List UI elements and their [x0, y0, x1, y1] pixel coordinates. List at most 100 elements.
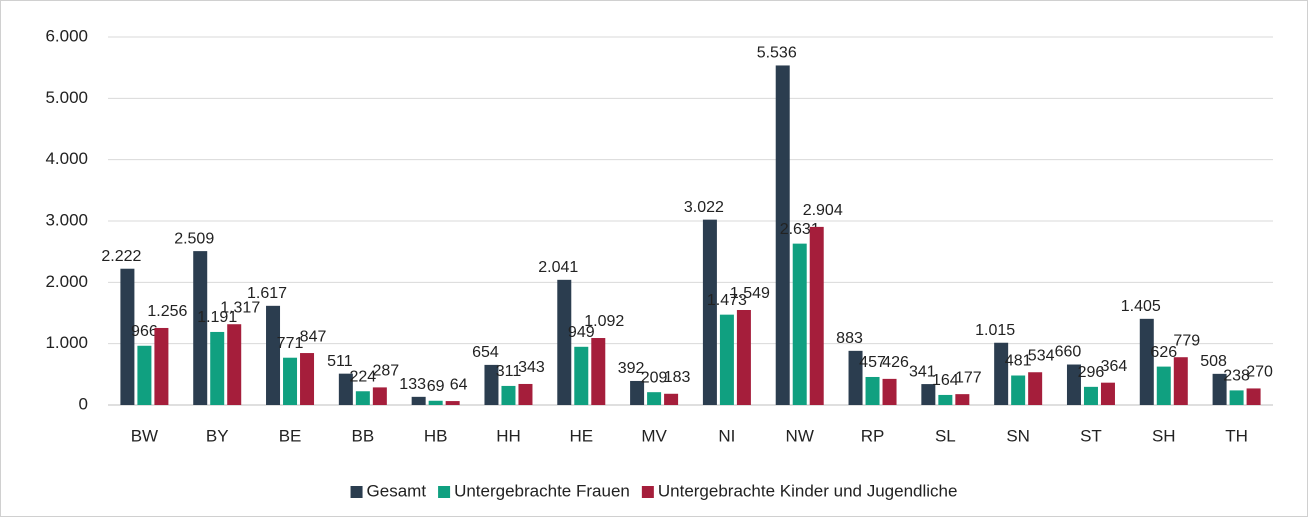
data-label: 224 [349, 368, 376, 385]
data-label: 1.549 [730, 285, 770, 302]
bar [664, 393, 679, 405]
x-tick-label: ST [1080, 426, 1102, 445]
data-label: 164 [932, 372, 959, 389]
bar [1066, 364, 1081, 405]
bar [372, 387, 387, 405]
bar [736, 309, 751, 405]
data-label: 238 [1223, 368, 1250, 385]
x-tick-label: BW [131, 426, 158, 445]
bar [484, 364, 499, 405]
data-label: 1.405 [1121, 298, 1161, 315]
data-label: 771 [277, 335, 304, 352]
y-tick-label: 4.000 [45, 149, 88, 168]
bar [938, 394, 953, 405]
data-label: 183 [664, 369, 691, 386]
bar [300, 353, 315, 405]
bar [193, 251, 208, 405]
data-label: 626 [1150, 344, 1177, 361]
bar [1011, 375, 1026, 405]
data-label: 1.617 [247, 285, 287, 302]
data-label: 534 [1028, 347, 1055, 364]
bar [792, 243, 807, 405]
x-tick-label: HE [569, 426, 593, 445]
data-label: 296 [1078, 364, 1105, 381]
bar [1156, 366, 1171, 405]
bar [210, 331, 225, 405]
data-label: 2.222 [101, 248, 141, 265]
x-tick-label: NW [786, 426, 814, 445]
bar [809, 226, 824, 405]
x-tick-label: MV [641, 426, 667, 445]
bar [266, 305, 281, 405]
bar [557, 279, 572, 405]
data-label: 3.022 [684, 199, 724, 216]
data-label: 392 [618, 360, 645, 377]
data-label: 847 [300, 328, 327, 345]
bar [647, 392, 662, 405]
data-label: 364 [1101, 358, 1128, 375]
x-tick-label: SN [1006, 426, 1030, 445]
x-tick-label: SL [935, 426, 956, 445]
x-tick-label: BE [279, 426, 302, 445]
bar [1212, 373, 1227, 405]
y-tick-label: 2.000 [45, 272, 88, 291]
x-tick-label: TH [1225, 426, 1248, 445]
data-label: 209 [641, 369, 668, 386]
data-label: 133 [399, 376, 426, 393]
bar [501, 385, 516, 405]
data-label: 69 [427, 378, 445, 395]
data-label: 1.191 [197, 309, 237, 326]
data-label: 2.904 [803, 202, 843, 219]
bar [591, 338, 606, 405]
x-tick-label: HB [424, 426, 448, 445]
data-label: 64 [450, 376, 468, 393]
legend-label: Untergebrachte Kinder und Jugendliche [658, 481, 958, 500]
legend-swatch [438, 486, 451, 498]
data-label: 1.256 [147, 303, 187, 320]
bar [445, 401, 460, 405]
bar [955, 394, 970, 405]
data-label: 654 [472, 344, 499, 361]
legend-label: Untergebrachte Frauen [454, 481, 630, 500]
bar [1100, 382, 1115, 405]
data-label: 5.536 [757, 45, 797, 62]
data-label: 1.015 [975, 322, 1015, 339]
bar [719, 314, 734, 405]
bar [865, 376, 880, 405]
legend-swatch [641, 486, 654, 498]
legend-label: Gesamt [367, 481, 427, 500]
x-tick-label: RP [861, 426, 885, 445]
data-label: 287 [372, 363, 399, 380]
y-tick-label: 3.000 [45, 210, 88, 229]
bar [338, 373, 353, 405]
data-label: 660 [1055, 344, 1082, 361]
data-label: 508 [1200, 353, 1227, 370]
data-label: 1.317 [220, 299, 260, 316]
data-label: 270 [1246, 364, 1273, 381]
bar [411, 396, 426, 405]
bar [283, 357, 298, 405]
data-label: 341 [909, 363, 936, 380]
bar [1028, 372, 1043, 405]
legend-swatch [350, 486, 363, 498]
data-label: 511 [327, 353, 353, 370]
bar [1173, 357, 1188, 405]
bar [630, 380, 645, 405]
bar [355, 391, 370, 405]
bar [921, 384, 936, 405]
bar [1083, 386, 1098, 405]
bar [775, 65, 790, 405]
data-label: 883 [836, 330, 863, 347]
data-label: 966 [131, 323, 158, 340]
bar [1246, 388, 1261, 405]
data-label: 2.041 [538, 259, 578, 276]
bar [120, 268, 135, 405]
y-tick-label: 5.000 [45, 88, 88, 107]
x-tick-label: HH [496, 426, 521, 445]
data-label: 426 [882, 354, 909, 371]
bar [518, 383, 533, 405]
bar [882, 378, 897, 405]
bar [848, 350, 863, 405]
